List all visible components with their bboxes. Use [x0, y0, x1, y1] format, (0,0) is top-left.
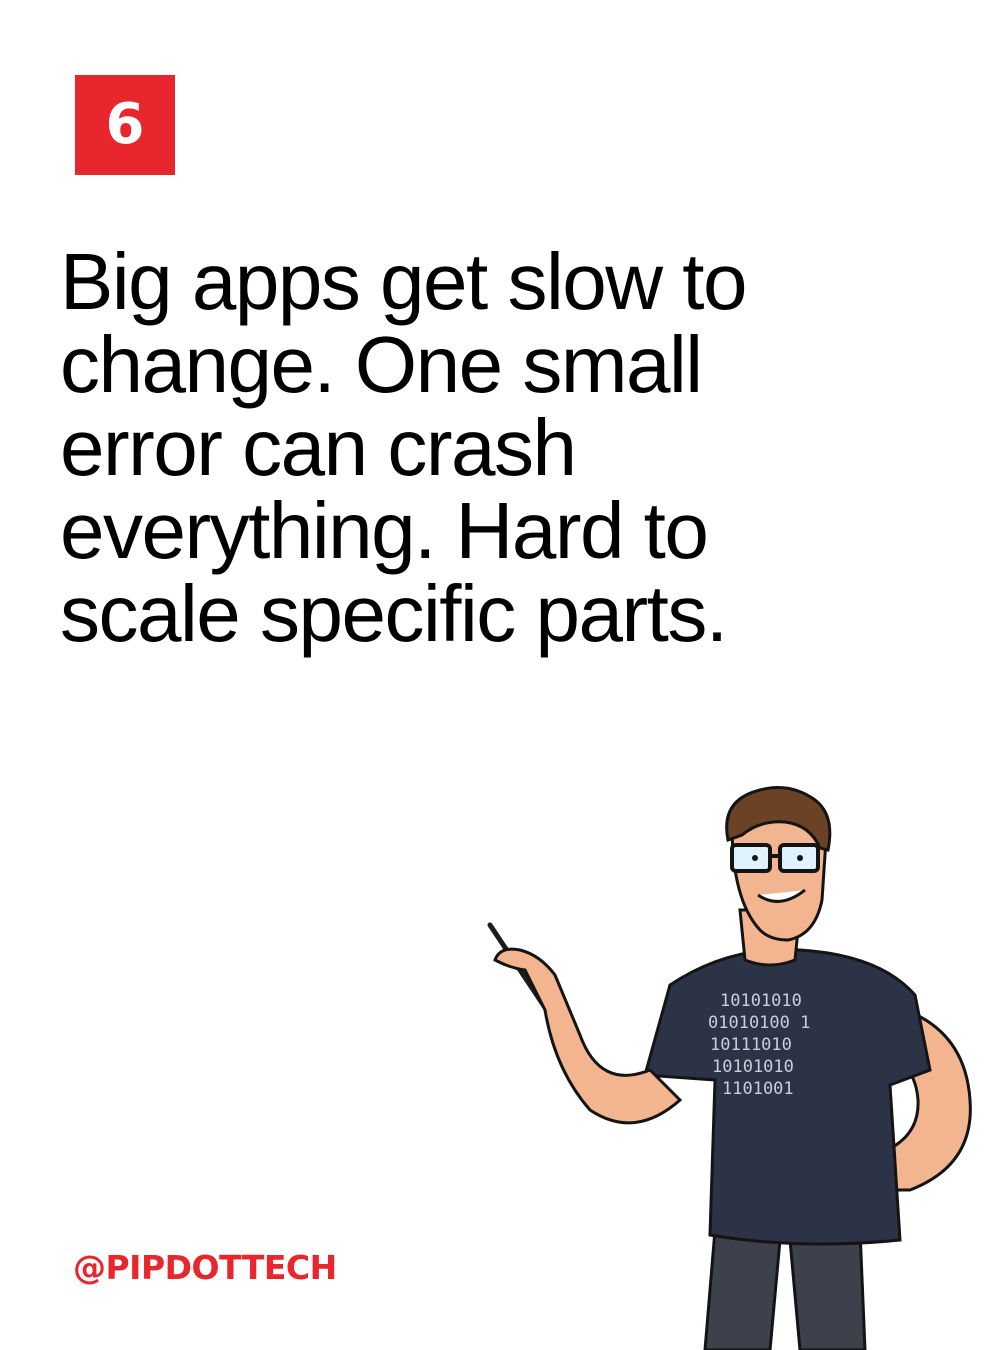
headline: Big apps get slow to change. One small e… [60, 237, 747, 658]
svg-text:10111010: 10111010 [710, 1035, 792, 1055]
shirt-code-line: 01010100 1 [708, 1013, 810, 1033]
svg-text:1101001: 1101001 [722, 1079, 794, 1099]
shirt-code-line: 10101010 [712, 1057, 794, 1077]
developer-mascot-icon: 10101010 01010100 1 10111010 10101010 11… [487, 786, 972, 1350]
svg-text:10101010: 10101010 [712, 1057, 794, 1077]
svg-text:01010100 1: 01010100 1 [708, 1013, 810, 1033]
shirt-code-line: 10101010 [720, 991, 802, 1011]
shirt-code-line: 10111010 [710, 1035, 792, 1055]
shirt-code-line: 1101001 [722, 1079, 794, 1099]
brand-handle: @PIPDOTTECH [73, 1248, 337, 1287]
svg-text:10101010: 10101010 [720, 991, 802, 1011]
slide-number: 6 [105, 92, 145, 157]
slide-number-badge: 6 [75, 75, 175, 175]
